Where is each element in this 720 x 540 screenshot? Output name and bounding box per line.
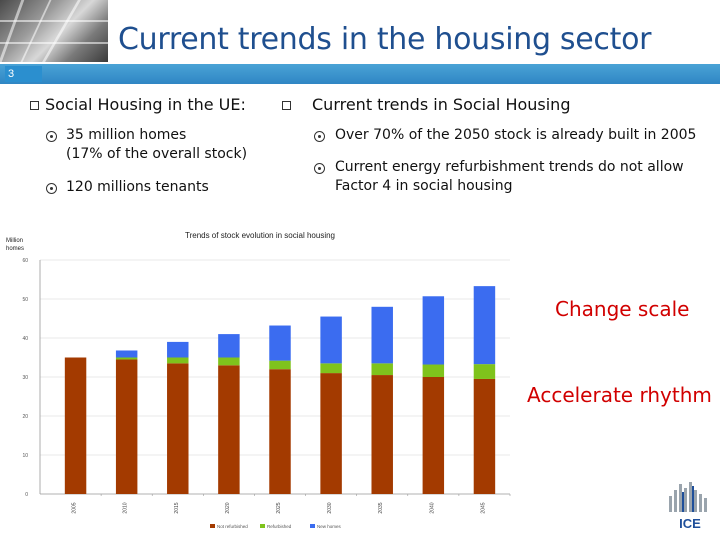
- chart-legend-swatch: [210, 524, 215, 528]
- bullet-square-icon: [282, 101, 291, 110]
- left-item-1-line1: 35 million homes: [66, 127, 187, 143]
- header-strip: 3: [0, 64, 720, 84]
- chart-bar-new-homes: [320, 316, 342, 364]
- chart-ytick-label: 50: [22, 297, 28, 303]
- chart-xtick-label: 2015: [174, 502, 180, 513]
- chart-bar-new-homes: [473, 286, 496, 365]
- chart-xtick-label: 2045: [480, 502, 486, 513]
- left-item-1-line2: (17% of the overall stock): [66, 146, 248, 162]
- bullet-circle-icon: [314, 163, 325, 174]
- chart-ytick-label: 60: [22, 258, 28, 264]
- left-item-2-line1: 120 millions tenants: [66, 179, 209, 195]
- chart-bar-not-refurbished: [473, 378, 496, 494]
- chart-xtick-label: 2040: [429, 502, 435, 513]
- chart-bar-refurbished: [371, 363, 393, 376]
- slide-number: 3: [5, 66, 42, 82]
- chart-bar-not-refurbished: [320, 373, 342, 494]
- header-photo: [0, 0, 108, 62]
- chart-bar-new-homes: [371, 306, 393, 364]
- chart-bar-not-refurbished: [115, 359, 138, 494]
- chart-bar-new-homes: [269, 325, 291, 361]
- chart-bar-refurbished: [473, 364, 496, 379]
- chart-bar-not-refurbished: [167, 363, 189, 494]
- chart-ytick-label: 0: [25, 492, 28, 498]
- chart-legend-label: New homes: [317, 524, 342, 529]
- logo-text: ICE: [679, 516, 701, 531]
- chart-bar-not-refurbished: [64, 357, 87, 494]
- chart-xtick-label: 2020: [225, 502, 231, 513]
- chart-legend-label: Not refurbished: [217, 524, 248, 529]
- chart-bar-refurbished: [218, 357, 240, 366]
- ice-logo: ICE: [669, 482, 707, 531]
- bullet-square-icon: [30, 101, 39, 110]
- stock-evolution-chart: Trends of stock evolution in social hous…: [6, 231, 511, 529]
- chart-xtick-label: 2035: [378, 502, 384, 513]
- chart-bar-not-refurbished: [269, 369, 291, 494]
- callout-change-scale: Change scale: [555, 297, 690, 321]
- chart-legend-label: Refurbished: [267, 524, 292, 529]
- right-item-1-line1: Over 70% of the 2050 stock is already bu…: [335, 127, 697, 143]
- callout-accelerate-rhythm: Accelerate rhythm: [527, 383, 712, 407]
- slide-title: Current trends in the housing sector: [118, 22, 652, 57]
- chart-bar-not-refurbished: [422, 377, 445, 494]
- chart-ylabel-line2: homes: [6, 246, 24, 252]
- chart-bar-not-refurbished: [371, 375, 393, 494]
- chart-xtick-label: 2030: [327, 502, 333, 513]
- chart-ytick-label: 30: [22, 375, 28, 381]
- chart-bar-new-homes: [167, 341, 189, 358]
- chart-ytick-label: 20: [22, 414, 28, 420]
- bullet-circle-icon: [46, 131, 57, 142]
- chart-bar-new-homes: [422, 296, 445, 365]
- right-item-2-line1: Current energy refurbishment trends do n…: [335, 159, 684, 175]
- chart-ytick-label: 40: [22, 336, 28, 342]
- chart-legend-swatch: [310, 524, 315, 528]
- chart-bar-refurbished: [320, 363, 342, 374]
- chart-xtick-label: 2010: [123, 502, 129, 513]
- bullet-circle-icon: [314, 131, 325, 142]
- chart-bar-not-refurbished: [218, 365, 240, 494]
- right-item-2-line2: Factor 4 in social housing: [335, 178, 513, 194]
- chart-bar-refurbished: [269, 360, 291, 370]
- chart-bar-new-homes: [115, 350, 138, 358]
- chart-bar-refurbished: [115, 357, 138, 360]
- chart-bar-refurbished: [167, 357, 189, 364]
- chart-bar-refurbished: [422, 364, 445, 377]
- left-heading: Social Housing in the UE:: [45, 95, 246, 114]
- chart-legend-swatch: [260, 524, 265, 528]
- chart-ylabel-line1: Million: [6, 238, 23, 244]
- chart-title: Trends of stock evolution in social hous…: [185, 231, 335, 240]
- right-heading: Current trends in Social Housing: [312, 95, 571, 114]
- chart-bar-new-homes: [218, 334, 240, 358]
- chart-xtick-label: 2025: [276, 502, 282, 513]
- bullet-circle-icon: [46, 183, 57, 194]
- chart-ytick-label: 10: [22, 453, 28, 459]
- chart-xtick-label: 2005: [72, 502, 78, 513]
